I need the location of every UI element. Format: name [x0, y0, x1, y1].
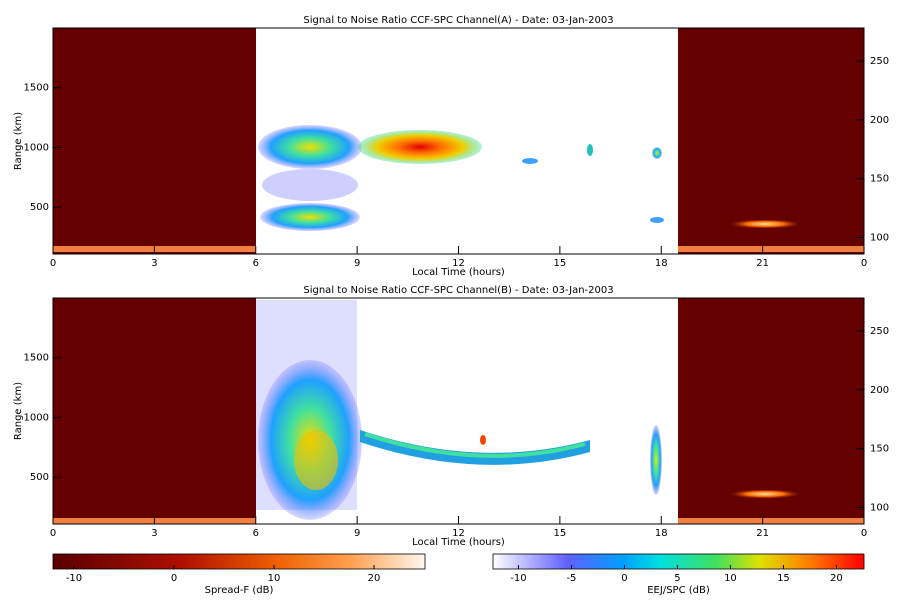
y2-tick-label: 100 — [870, 233, 889, 244]
colorbar-tick-label: 5 — [674, 573, 680, 584]
y-tick-label: 1500 — [24, 83, 49, 94]
x-tick-label: 15 — [554, 258, 567, 269]
x-tick-label: 18 — [655, 528, 668, 539]
x-tick-label: 0 — [50, 258, 56, 269]
colorbar-tick-label: -5 — [566, 573, 576, 584]
y2-tick-label: 200 — [870, 115, 889, 126]
y2-tick-label: 250 — [870, 56, 889, 67]
x-tick-label: 9 — [354, 528, 360, 539]
colorbar-tick-label: -10 — [510, 573, 526, 584]
panel-b-image — [53, 298, 864, 524]
y-axis-label: Range (km) — [13, 112, 24, 170]
colorbar-tick-label: 0 — [621, 573, 627, 584]
colorbar-tick-label: -10 — [66, 573, 82, 584]
x-tick-label: 21 — [756, 258, 769, 269]
y-axis-label: Range (km) — [13, 382, 24, 440]
x-tick-label: 6 — [253, 258, 259, 269]
x-axis-label: Local Time (hours) — [412, 537, 505, 548]
x-tick-label: 3 — [151, 528, 157, 539]
x-tick-label: 15 — [554, 528, 567, 539]
colorbar-tick-label: 20 — [830, 573, 843, 584]
y2-tick-label: 200 — [870, 385, 889, 396]
colorbar-tick-label: 0 — [171, 573, 177, 584]
colorbar-tick-label: 15 — [777, 573, 790, 584]
colorbar-label: EEJ/SPC (dB) — [647, 585, 710, 596]
x-tick-label: 6 — [253, 528, 259, 539]
x-tick-label: 0 — [861, 258, 867, 269]
colorbar-images — [52, 553, 865, 570]
x-tick-label: 3 — [151, 258, 157, 269]
y2-tick-label: 150 — [870, 444, 889, 455]
x-tick-label: 18 — [655, 258, 668, 269]
y2-tick-label: 100 — [870, 503, 889, 514]
colorbar-tick-label: 10 — [268, 573, 281, 584]
chart-title: Signal to Noise Ratio CCF-SPC Channel(A)… — [303, 15, 613, 26]
x-tick-label: 9 — [354, 258, 360, 269]
colorbar-label: Spread-F (dB) — [205, 585, 274, 596]
y-tick-label: 500 — [30, 202, 49, 213]
colorbar-tick-label: 10 — [724, 573, 737, 584]
x-tick-label: 21 — [756, 528, 769, 539]
y-tick-label: 500 — [30, 472, 49, 483]
panel-a-image — [53, 28, 864, 254]
y2-tick-label: 150 — [870, 174, 889, 185]
x-tick-label: 12 — [452, 258, 465, 269]
colorbar-tick-label: 20 — [368, 573, 381, 584]
y-tick-label: 1000 — [24, 142, 49, 153]
y-tick-label: 1000 — [24, 412, 49, 423]
x-tick-label: 0 — [861, 528, 867, 539]
x-axis-label: Local Time (hours) — [412, 267, 505, 278]
chart-title: Signal to Noise Ratio CCF-SPC Channel(B)… — [303, 285, 613, 296]
x-tick-label: 12 — [452, 528, 465, 539]
y-tick-label: 1500 — [24, 353, 49, 364]
y2-tick-label: 250 — [870, 326, 889, 337]
x-tick-label: 0 — [50, 528, 56, 539]
